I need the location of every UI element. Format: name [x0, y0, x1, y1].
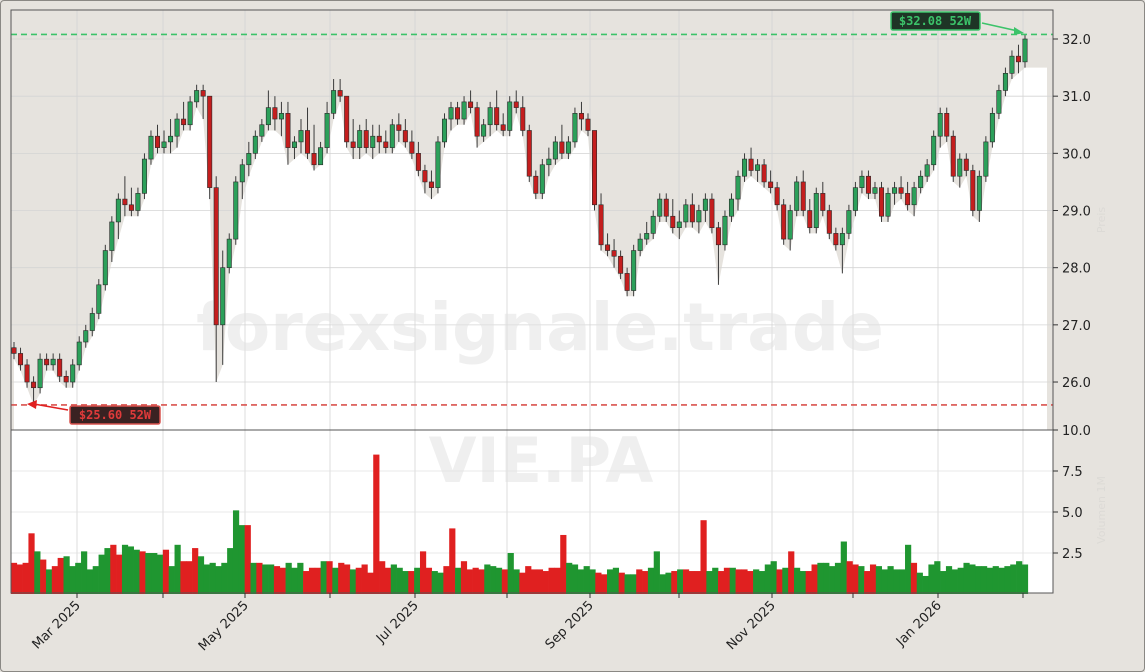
high-52w-annotation: $32.08 52W [890, 11, 1024, 35]
price-tick-label: 29.0 [1062, 205, 1091, 220]
date-tick-label: Jul 2025 [373, 598, 422, 647]
price-tick-label: 26.0 [1062, 376, 1091, 391]
high-52w-label: $32.08 52W [899, 14, 972, 28]
volume-axis-label: Volumen 1M [1095, 476, 1108, 544]
volume-tick-label: 5.0 [1062, 506, 1083, 521]
ticker-watermark: VIE.PA [429, 424, 654, 497]
volume-tick-label: 10.0 [1062, 424, 1091, 439]
52w-levels [11, 33, 1053, 406]
watermark-text: forexsignale.trade [196, 289, 884, 366]
date-tick-label: Mar 2025 [30, 598, 84, 652]
volume-tick-label: 2.5 [1062, 547, 1083, 562]
volume-tick-label: 7.5 [1062, 465, 1083, 480]
price-tick-label: 27.0 [1062, 319, 1091, 334]
price-tick-label: 30.0 [1062, 147, 1091, 162]
price-tick-label: 32.0 [1062, 33, 1091, 48]
annotations: $32.08 52W $25.60 52W [27, 11, 1024, 425]
price-axis-label: Preis [1095, 207, 1108, 234]
date-tick-label: Jan 2026 [893, 598, 945, 650]
low-52w-label: $25.60 52W [79, 408, 152, 422]
date-tick-label: Sep 2025 [543, 598, 597, 652]
volume-bars [10, 454, 1029, 594]
candlesticks [11, 34, 1028, 405]
price-area-fill [14, 67, 1047, 431]
low-52w-annotation: $25.60 52W [27, 400, 161, 425]
watermark: forexsignale.trade VIE.PA [196, 289, 884, 497]
date-tick-label: May 2025 [196, 598, 252, 654]
price-tick-label: 28.0 [1062, 262, 1091, 277]
price-tick-label: 31.0 [1062, 90, 1091, 105]
date-tick-label: Nov 2025 [724, 598, 779, 653]
